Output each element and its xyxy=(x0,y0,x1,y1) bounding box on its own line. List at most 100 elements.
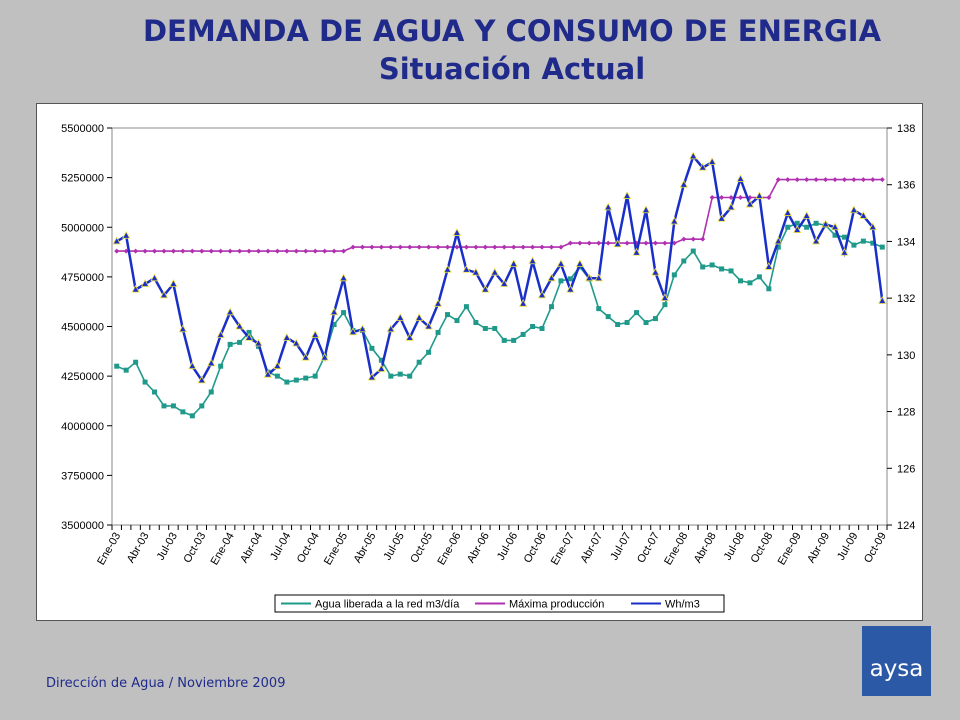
data-point xyxy=(643,240,649,246)
data-point xyxy=(717,213,726,222)
data-point xyxy=(303,375,309,381)
data-point xyxy=(112,236,121,245)
data-point xyxy=(764,262,774,270)
data-point xyxy=(199,248,205,254)
data-point xyxy=(359,244,365,250)
data-point xyxy=(235,321,244,330)
data-point xyxy=(567,240,573,246)
x-tick-label: Oct-06 xyxy=(522,531,549,566)
data-point xyxy=(738,278,744,284)
x-tick-label: Abr-05 xyxy=(352,531,379,566)
data-point xyxy=(660,293,670,302)
data-point xyxy=(622,191,632,199)
data-point xyxy=(681,258,687,264)
data-point xyxy=(227,248,233,254)
data-point xyxy=(566,284,575,293)
data-point xyxy=(424,321,433,330)
data-point xyxy=(170,403,176,409)
data-point xyxy=(509,259,518,268)
data-point xyxy=(133,248,139,254)
data-point xyxy=(859,211,868,219)
data-point xyxy=(246,329,252,335)
y2-tick-label: 138 xyxy=(897,123,915,135)
data-point xyxy=(556,259,566,268)
data-point xyxy=(719,194,725,200)
data-point xyxy=(473,244,479,250)
legend-label: Agua liberada a la red m3/día xyxy=(315,599,460,611)
data-point xyxy=(690,248,696,254)
data-point xyxy=(341,310,347,316)
data-point xyxy=(804,224,810,230)
data-point xyxy=(511,244,517,250)
y2-tick-label: 134 xyxy=(897,236,915,248)
data-point xyxy=(225,307,235,316)
data-point xyxy=(216,330,225,338)
data-point xyxy=(528,256,537,265)
data-point xyxy=(227,341,233,347)
data-point xyxy=(879,244,885,250)
x-tick-label: Ene-06 xyxy=(435,531,463,568)
data-point xyxy=(122,230,131,239)
y2-tick-label: 130 xyxy=(897,350,915,362)
data-point xyxy=(114,248,120,254)
data-point xyxy=(405,332,414,341)
series-line-1 xyxy=(116,178,883,252)
data-point xyxy=(445,244,451,250)
data-point xyxy=(367,372,377,381)
data-point xyxy=(443,264,452,273)
data-point xyxy=(585,273,594,282)
data-point xyxy=(388,244,394,250)
x-tick-label: Abr-06 xyxy=(465,531,492,566)
data-point xyxy=(709,194,715,200)
data-point xyxy=(518,298,528,307)
data-point xyxy=(794,220,800,226)
data-point xyxy=(481,284,490,293)
data-point xyxy=(851,242,857,248)
data-point xyxy=(728,194,734,200)
data-point xyxy=(284,379,290,385)
x-tick-label: Ene-08 xyxy=(662,531,690,568)
y2-tick-label: 132 xyxy=(897,293,915,305)
data-point xyxy=(358,324,367,333)
data-point xyxy=(369,345,375,351)
data-point xyxy=(407,373,413,379)
data-point xyxy=(605,240,611,246)
logo-text: aysa xyxy=(869,656,924,682)
data-point xyxy=(482,325,488,331)
x-tick-label: Abr-09 xyxy=(805,531,832,566)
x-tick-label: Oct-03 xyxy=(181,531,208,566)
data-point xyxy=(189,248,195,254)
data-point xyxy=(265,248,271,254)
x-tick-label: Oct-07 xyxy=(635,531,662,566)
page-subtitle: Situación Actual xyxy=(378,52,646,86)
y2-tick-label: 136 xyxy=(897,180,915,192)
data-point xyxy=(188,361,197,370)
data-point xyxy=(170,248,176,254)
data-point xyxy=(728,268,734,274)
data-point xyxy=(632,247,641,256)
data-point xyxy=(293,248,299,254)
data-point xyxy=(823,177,829,183)
data-point xyxy=(745,199,755,208)
data-point xyxy=(539,244,545,250)
data-point xyxy=(624,320,630,326)
data-point xyxy=(604,202,613,211)
data-point xyxy=(331,322,337,328)
data-point xyxy=(594,273,603,282)
data-point xyxy=(689,151,698,160)
y2-tick-label: 128 xyxy=(897,407,915,419)
data-point xyxy=(492,244,498,250)
data-point xyxy=(537,290,547,299)
data-point xyxy=(670,216,679,225)
data-point xyxy=(435,329,441,335)
data-point xyxy=(490,267,499,276)
data-point xyxy=(416,244,422,250)
data-point xyxy=(303,248,309,254)
data-point xyxy=(207,358,216,367)
data-point xyxy=(350,244,356,250)
data-point xyxy=(775,177,781,183)
data-point xyxy=(690,236,696,242)
data-point xyxy=(339,273,348,282)
data-point xyxy=(435,244,441,250)
x-tick-label: Jul-09 xyxy=(835,531,860,563)
